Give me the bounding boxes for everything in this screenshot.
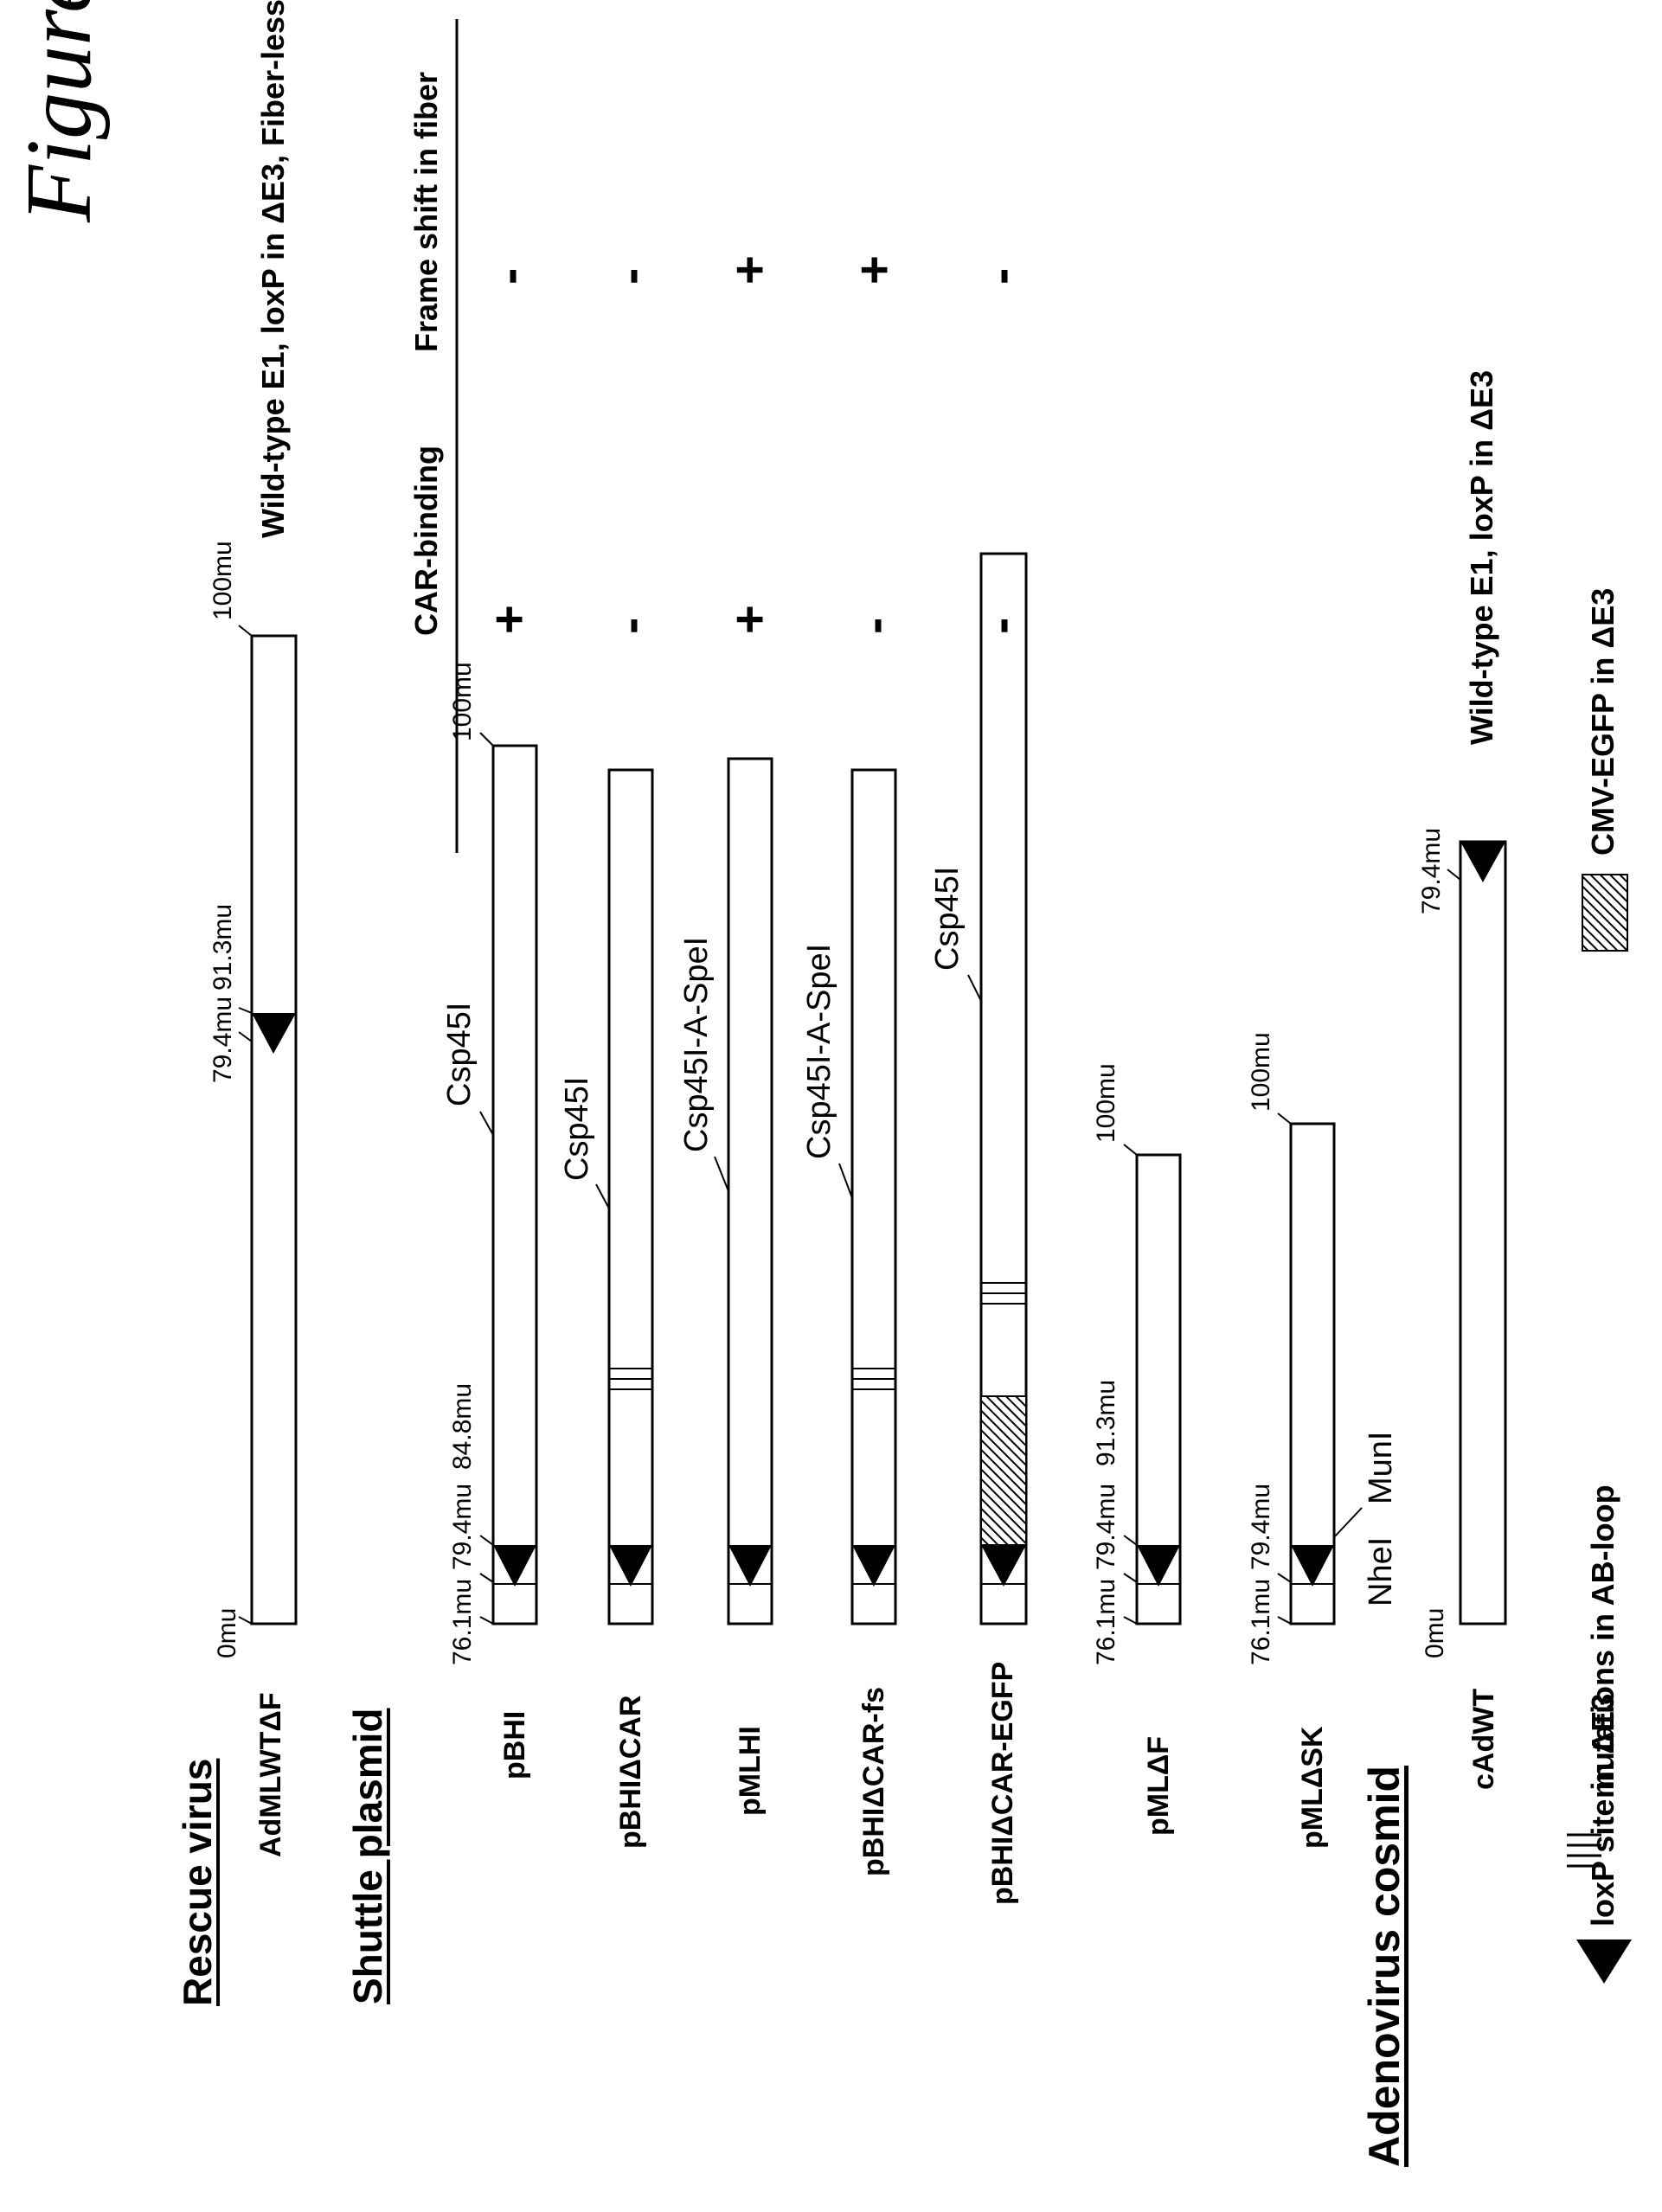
- cosmid-name: cAdWT: [1467, 1688, 1500, 1790]
- mu-label: 84.8mu: [448, 1382, 477, 1470]
- section-rescue-virus: Rescue virus: [175, 1758, 220, 2006]
- car-binding-value: +: [481, 605, 537, 634]
- loxp-marker: [493, 1545, 536, 1587]
- frame-shift-value: -: [972, 267, 1029, 285]
- loxp-marker: [852, 1545, 895, 1587]
- car-binding-value: -: [602, 617, 658, 634]
- section-shuttle-plasmid: Shuttle plasmid: [345, 1708, 390, 2004]
- figure-title: Figure 2a: [8, 0, 111, 222]
- plasmid-name: pMLΔF: [1142, 1735, 1175, 1836]
- pmldf-bar: [1123, 1144, 1182, 1625]
- frame-shift-value: +: [846, 255, 902, 285]
- frame-shift-value: +: [722, 255, 778, 285]
- plasmid-name: pMLΔSK: [1296, 1726, 1329, 1849]
- pmldsk-bar: [1277, 1112, 1363, 1625]
- legend-mutations-label: mutations in AB-loop: [1585, 1484, 1620, 1798]
- loxp-marker: [252, 1013, 296, 1054]
- mu-label: 91.3mu: [1092, 1379, 1120, 1466]
- mu-label: 76.1mu: [1247, 1578, 1275, 1665]
- car-binding-value: -: [846, 617, 902, 634]
- rescue-virus-description: Wild-type E1, loxP in ΔE3, Fiber-less: [255, 0, 291, 538]
- restriction-site-label: Csp45I: [441, 1002, 478, 1106]
- mu-label: 76.1mu: [448, 1578, 477, 1665]
- mu-label: 76.1mu: [1092, 1578, 1120, 1665]
- pbhidcar-bar: [595, 768, 654, 1625]
- mu-label: 100mu: [1247, 1032, 1275, 1112]
- mu-label: 0mu: [213, 1607, 241, 1658]
- mu-label: 100mu: [448, 662, 477, 741]
- plasmid-name: pBHIΔCAR: [614, 1695, 647, 1849]
- restriction-site-label: Csp45I: [559, 1076, 595, 1181]
- cadwt-bar: [1447, 840, 1507, 1625]
- loxp-marker: [1460, 842, 1505, 882]
- rescue-virus-name: AdMLWTΔF: [254, 1692, 287, 1857]
- mu-label: 79.4mu: [209, 996, 237, 1083]
- mu-label: 100mu: [1092, 1063, 1120, 1143]
- pbhidcar-egfp-bar: [967, 552, 1028, 1625]
- loxp-marker: [981, 1545, 1026, 1587]
- car-binding-header: CAR-binding: [408, 446, 444, 636]
- mu-label: 79.4mu: [1092, 1483, 1120, 1570]
- plasmid-name: pMLHI: [734, 1726, 767, 1816]
- cosmid-description: Wild-type E1, loxP in ΔE3: [1464, 370, 1499, 745]
- mu-label: 79.4mu: [448, 1483, 477, 1570]
- restriction-site-label: MunI: [1363, 1431, 1399, 1504]
- mu-label: 100mu: [209, 541, 237, 620]
- restriction-site-label: Csp45I-A-SpeI: [678, 936, 715, 1152]
- car-binding-value: -: [972, 617, 1029, 634]
- loxp-marker: [1291, 1545, 1334, 1587]
- frame-shift-value: -: [602, 267, 658, 285]
- pbhidcar-fs-bar: [838, 768, 897, 1625]
- mu-label: 91.3mu: [209, 903, 237, 991]
- legend-egfp-icon: [1582, 874, 1628, 952]
- plasmid-name: pBHI: [498, 1710, 531, 1779]
- mu-label: 79.4mu: [1247, 1483, 1275, 1570]
- frame-shift-header: Frame shift in fiber: [408, 71, 444, 352]
- rescue-virus-bar: [238, 625, 298, 1625]
- restriction-site-label: Csp45I: [929, 866, 966, 971]
- frame-shift-value: -: [481, 267, 537, 285]
- loxp-marker: [1137, 1545, 1180, 1587]
- restriction-site-label: Csp45I-A-SpeI: [801, 943, 837, 1159]
- legend-loxp-icon: [1576, 1940, 1632, 1984]
- mu-label: 79.4mu: [1417, 827, 1446, 914]
- loxp-marker: [728, 1545, 772, 1587]
- pbhi-bar: [479, 732, 538, 1625]
- restriction-site-label: NheI: [1363, 1536, 1399, 1606]
- legend-egfp-label: CMV-EGFP in ΔE3: [1585, 587, 1620, 856]
- cmv-egfp-insert: [980, 1395, 1027, 1546]
- legend-mutations-icon: [1567, 1833, 1601, 1868]
- car-binding-value: +: [722, 605, 778, 634]
- mu-label: 0mu: [1421, 1607, 1449, 1658]
- section-adenovirus-cosmid: Adenovirus cosmid: [1360, 1766, 1409, 2167]
- pmlhi-bar: [714, 757, 773, 1625]
- plasmid-name: pBHIΔCAR-fs: [857, 1687, 890, 1876]
- plasmid-name: pBHIΔCAR-EGFP: [986, 1661, 1019, 1905]
- loxp-marker: [609, 1545, 652, 1587]
